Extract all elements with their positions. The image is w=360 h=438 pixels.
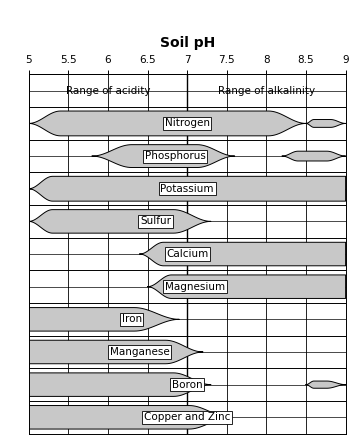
Text: Iron: Iron [122,314,142,325]
Polygon shape [29,111,306,136]
Polygon shape [29,406,227,429]
Polygon shape [306,381,346,388]
Polygon shape [29,177,346,201]
Text: Potassium: Potassium [161,184,214,194]
Text: Range of acidity: Range of acidity [66,86,150,96]
Polygon shape [282,151,346,161]
Text: Sulfur: Sulfur [140,216,171,226]
Text: Copper and Zinc: Copper and Zinc [144,412,230,422]
Text: Boron: Boron [172,380,203,390]
Polygon shape [140,242,346,266]
Text: Nitrogen: Nitrogen [165,118,210,128]
Text: Manganese: Manganese [110,347,170,357]
Polygon shape [29,210,211,233]
Text: Range of alkalinity: Range of alkalinity [218,86,315,96]
Text: Phosphorus: Phosphorus [145,151,206,161]
Polygon shape [306,120,346,127]
Polygon shape [29,373,211,396]
Polygon shape [29,307,179,331]
Polygon shape [92,145,235,167]
Polygon shape [29,340,203,364]
Text: Magnesium: Magnesium [165,282,225,292]
Polygon shape [148,275,346,298]
Text: Calcium: Calcium [166,249,208,259]
Title: Soil pH: Soil pH [159,36,215,50]
